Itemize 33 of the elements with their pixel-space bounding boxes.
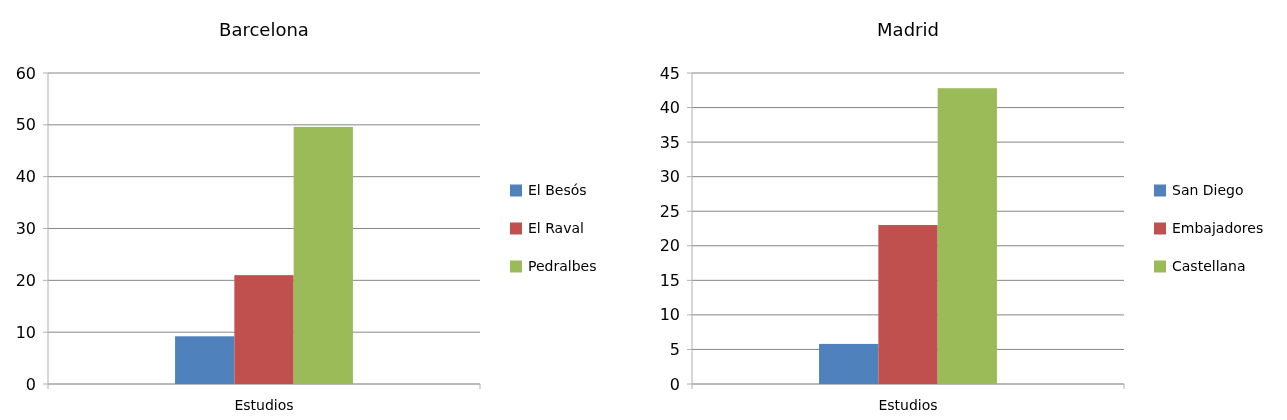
y-tick-label: 35	[659, 132, 680, 152]
legend-label: Pedralbes	[528, 258, 597, 275]
y-tick-label: 30	[15, 219, 36, 239]
x-tick-label: Estudios	[234, 397, 294, 413]
y-tick-label: 40	[15, 167, 36, 187]
bar	[293, 126, 353, 384]
chart-title: Madrid	[877, 19, 939, 40]
y-tick-label: 50	[15, 115, 36, 135]
y-tick-label: 20	[659, 236, 680, 256]
bar	[937, 88, 997, 384]
y-tick-label: 10	[659, 305, 680, 325]
y-tick-label: 25	[659, 201, 680, 221]
bar	[878, 225, 938, 384]
y-tick-label: 20	[15, 270, 36, 290]
y-tick-label: 40	[659, 98, 680, 118]
y-tick-label: 0	[669, 374, 680, 394]
y-tick-label: 45	[659, 63, 680, 83]
chart-title: Barcelona	[219, 19, 309, 40]
y-tick-label: 5	[669, 340, 680, 360]
legend-label: Castellana	[1172, 258, 1246, 275]
legend-label: El Besós	[528, 182, 587, 199]
y-tick-label: 10	[15, 322, 36, 342]
bar	[819, 343, 879, 384]
legend-label: El Raval	[528, 220, 584, 237]
bar	[234, 275, 294, 384]
legend-label: San Diego	[1172, 182, 1244, 199]
y-tick-label: 15	[659, 270, 680, 290]
x-tick-label: Estudios	[878, 397, 938, 413]
bar	[175, 336, 235, 384]
y-tick-label: 0	[25, 374, 36, 394]
y-tick-label: 60	[15, 63, 36, 83]
legend-label: Embajadores	[1172, 220, 1264, 237]
y-tick-label: 30	[659, 167, 680, 187]
